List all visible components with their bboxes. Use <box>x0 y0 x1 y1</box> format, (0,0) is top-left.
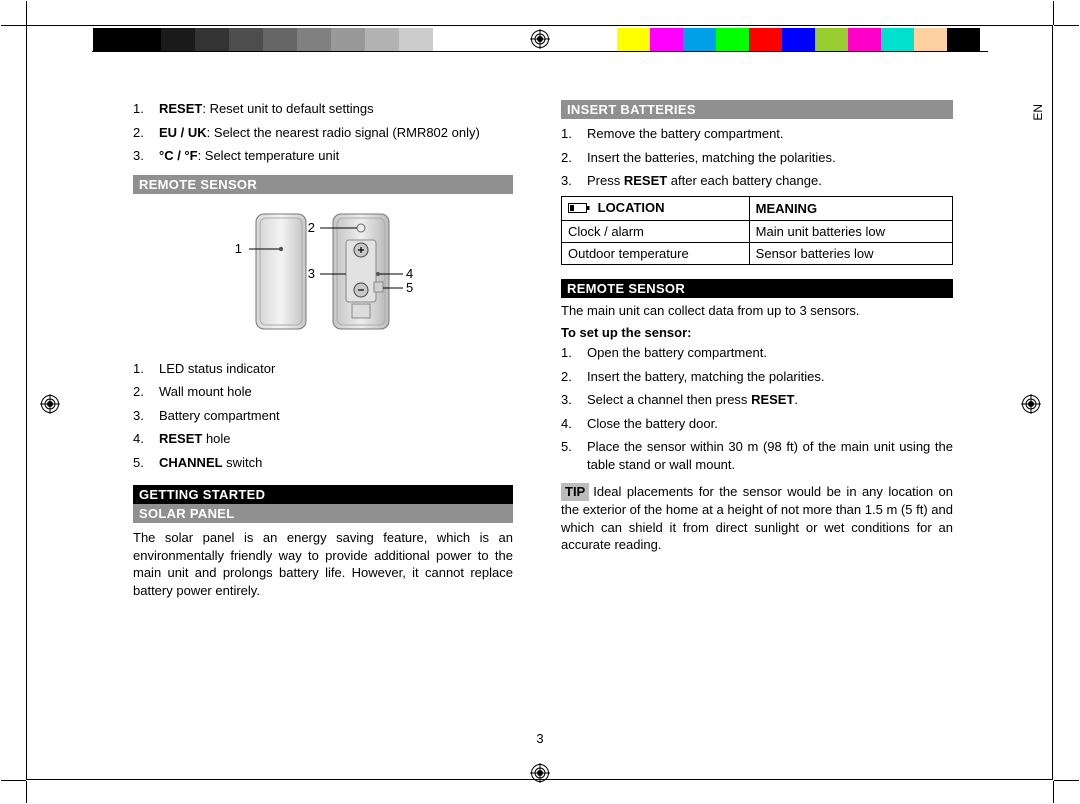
list-item: 5.Place the sensor within 30 m (98 ft) o… <box>561 438 953 473</box>
table-head-location: LOCATION <box>598 200 665 215</box>
list-item: 1.LED status indicator <box>133 360 513 378</box>
list-item: 4.RESET hole <box>133 430 513 448</box>
left-column: 1.RESET: Reset unit to default settings 2… <box>133 100 513 740</box>
list-item: 2.Insert the batteries, matching the pol… <box>561 149 953 167</box>
svg-text:5: 5 <box>406 280 413 295</box>
right-column: INSERT BATTERIES 1.Remove the battery co… <box>561 100 953 740</box>
color-swatches <box>617 28 980 52</box>
list-item: 1.Open the battery compartment. <box>561 344 953 362</box>
list-item: 3.Press RESET after each battery change. <box>561 172 953 190</box>
registration-mark-top <box>530 29 550 49</box>
registration-mark-bottom <box>530 763 550 783</box>
insert-batteries-steps: 1.Remove the battery compartment. 2.Inser… <box>561 125 953 190</box>
list-item: 2.Wall mount hole <box>133 383 513 401</box>
settings-list: 1.RESET: Reset unit to default settings 2… <box>133 100 513 165</box>
registration-mark-right <box>1021 394 1041 414</box>
svg-text:4: 4 <box>406 266 413 281</box>
tip-text: Ideal placements for the sensor would be… <box>561 484 953 552</box>
language-label: EN <box>1031 104 1045 121</box>
battery-low-icon <box>568 202 590 217</box>
list-item: 2.Insert the battery, matching the polar… <box>561 368 953 386</box>
svg-text:1: 1 <box>235 241 242 256</box>
remote-sensor-intro: The main unit can collect data from up t… <box>561 302 953 320</box>
remote-sensor-heading: REMOTE SENSOR <box>133 175 513 194</box>
list-item: 3.°C / °F: Select temperature unit <box>133 147 513 165</box>
page-content: 1.RESET: Reset unit to default settings 2… <box>133 100 953 740</box>
list-item: 3.Battery compartment <box>133 407 513 425</box>
battery-location-table: LOCATION MEANING Clock / alarmMain unit … <box>561 196 953 265</box>
page-number: 3 <box>0 731 1080 746</box>
setup-label: To set up the sensor: <box>561 325 953 340</box>
grayscale-swatches <box>93 28 467 52</box>
list-item: 2.EU / UK: Select the nearest radio sign… <box>133 124 513 142</box>
tip-paragraph: TIPIdeal placements for the sensor would… <box>561 483 953 553</box>
list-item: 4.Close the battery door. <box>561 415 953 433</box>
list-item: 1.Remove the battery compartment. <box>561 125 953 143</box>
solar-panel-heading: SOLAR PANEL <box>133 504 513 523</box>
svg-text:3: 3 <box>308 266 315 281</box>
setup-steps-list: 1.Open the battery compartment. 2.Insert … <box>561 344 953 473</box>
table-head-meaning: MEANING <box>749 196 952 220</box>
registration-mark-left <box>40 394 60 414</box>
getting-started-heading: GETTING STARTED <box>133 485 513 504</box>
tip-label: TIP <box>561 483 589 501</box>
remote-sensor-diagram: 1 2 3 4 5 <box>133 200 513 360</box>
table-row: Clock / alarmMain unit batteries low <box>562 220 953 242</box>
solar-panel-text: The solar panel is an energy saving feat… <box>133 529 513 599</box>
list-item: 5.CHANNEL switch <box>133 454 513 472</box>
insert-batteries-heading: INSERT BATTERIES <box>561 100 953 119</box>
sensor-parts-list: 1.LED status indicator 2.Wall mount hole 3… <box>133 360 513 472</box>
list-item: 3.Select a channel then press RESET. <box>561 391 953 409</box>
svg-text:2: 2 <box>308 220 315 235</box>
list-item: 1.RESET: Reset unit to default settings <box>133 100 513 118</box>
remote-sensor-heading-right: REMOTE SENSOR <box>561 279 953 298</box>
table-row: Outdoor temperatureSensor batteries low <box>562 242 953 264</box>
